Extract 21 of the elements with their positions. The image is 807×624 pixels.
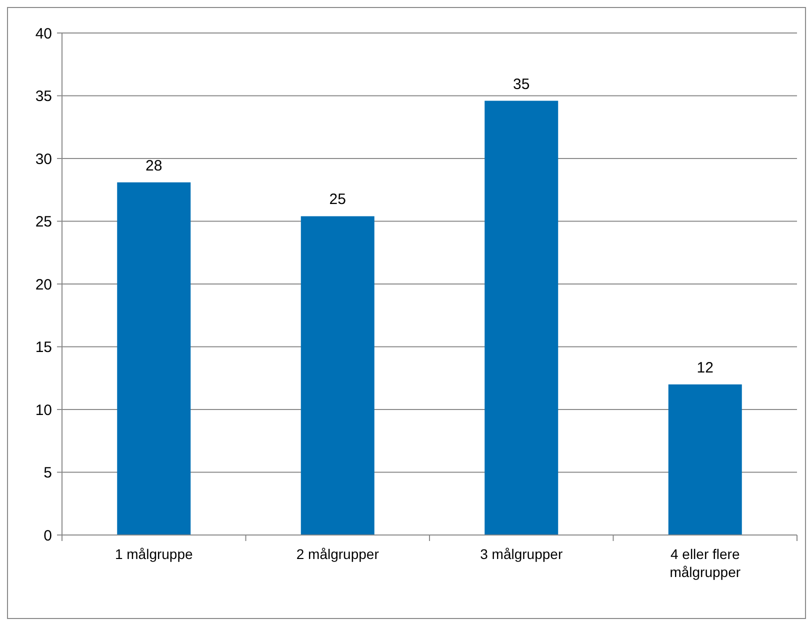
y-tick-label: 30 — [35, 150, 52, 168]
y-tick-label: 0 — [44, 527, 52, 544]
y-tick-label: 40 — [35, 25, 52, 42]
x-tick-label: 1 målgruppe — [114, 546, 193, 562]
bar — [484, 100, 558, 535]
y-tick-label: 20 — [35, 276, 52, 294]
data-label: 28 — [146, 157, 162, 174]
y-tick-label: 25 — [35, 214, 52, 230]
x-tick-label: 4 eller flere målgrupper — [670, 546, 741, 580]
x-tick-label: 2 målgrupper — [296, 546, 380, 562]
bar — [300, 216, 374, 535]
data-label: 12 — [696, 359, 714, 376]
data-label: 25 — [329, 191, 346, 208]
y-tick-label: 15 — [35, 339, 52, 356]
y-tick-label: 35 — [35, 88, 52, 105]
bar — [117, 182, 191, 535]
x-tick-label: 3 målgrupper — [480, 546, 563, 562]
y-tick-label: 5 — [44, 464, 52, 482]
data-label: 35 — [513, 76, 530, 93]
y-tick-label: 10 — [35, 402, 52, 419]
bar — [668, 384, 742, 535]
